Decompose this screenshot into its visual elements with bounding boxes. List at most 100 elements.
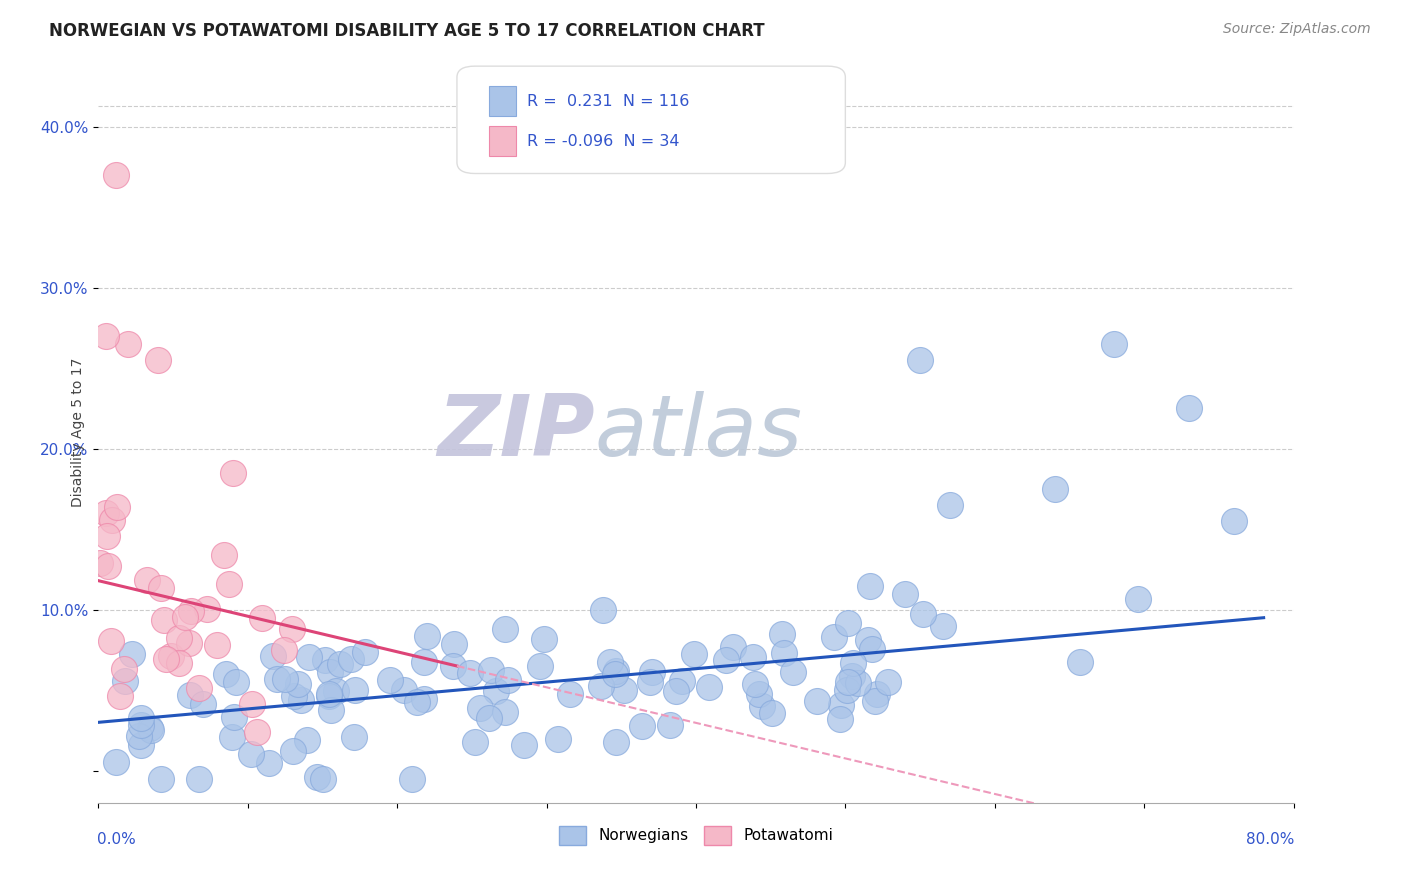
Point: [188, 772, 211, 786]
Point: [214, 548, 236, 562]
Point: [148, 353, 170, 368]
Point: [287, 677, 309, 691]
Point: [312, 772, 335, 786]
Point: [742, 649, 765, 664]
Point: [215, 667, 238, 681]
Point: [413, 655, 436, 669]
Point: [222, 466, 245, 480]
Point: [912, 607, 935, 622]
Point: [105, 168, 128, 182]
Point: [683, 647, 706, 661]
Point: [329, 657, 352, 672]
Point: [180, 604, 202, 618]
Point: [344, 682, 367, 697]
Point: [932, 619, 955, 633]
Point: [128, 729, 150, 743]
Point: [325, 683, 347, 698]
Point: [97, 559, 120, 574]
Point: [318, 687, 340, 701]
Point: [401, 772, 423, 786]
Point: [218, 577, 240, 591]
Point: [96, 529, 118, 543]
Point: [167, 656, 190, 670]
Point: [830, 698, 852, 712]
Point: [179, 689, 201, 703]
Point: [866, 687, 889, 701]
Y-axis label: Disability Age 5 to 17: Disability Age 5 to 17: [70, 358, 84, 508]
Point: [121, 647, 143, 661]
Point: [939, 498, 962, 512]
Point: [458, 666, 481, 681]
Point: [770, 627, 793, 641]
Point: [354, 645, 377, 659]
Point: [239, 747, 262, 761]
Point: [129, 710, 152, 724]
Point: [160, 648, 183, 663]
Point: [485, 684, 508, 698]
Point: [837, 674, 859, 689]
Point: [266, 672, 288, 686]
Point: [877, 675, 900, 690]
Point: [589, 679, 612, 693]
Point: [1128, 591, 1150, 606]
Point: [478, 710, 501, 724]
Text: Source: ZipAtlas.com: Source: ZipAtlas.com: [1223, 22, 1371, 37]
Text: R = -0.096  N = 34: R = -0.096 N = 34: [527, 134, 681, 149]
Point: [257, 756, 280, 770]
Point: [129, 718, 152, 732]
Point: [94, 506, 117, 520]
Point: [283, 689, 305, 703]
FancyBboxPatch shape: [457, 66, 845, 173]
Point: [314, 653, 336, 667]
Legend: Norwegians, Potawatomi: Norwegians, Potawatomi: [553, 820, 839, 851]
Point: [321, 703, 343, 717]
Point: [273, 642, 295, 657]
Point: [246, 725, 269, 739]
Text: 80.0%: 80.0%: [1246, 831, 1295, 847]
Point: [89, 556, 111, 570]
Point: [318, 689, 340, 703]
Point: [830, 712, 852, 726]
Text: ZIP: ZIP: [437, 391, 595, 475]
Point: [1069, 656, 1091, 670]
Text: atlas: atlas: [595, 391, 803, 475]
Point: [177, 636, 200, 650]
Point: [894, 587, 917, 601]
Point: [250, 611, 273, 625]
Point: [773, 646, 796, 660]
Bar: [489, 86, 516, 116]
Point: [671, 674, 693, 689]
Point: [281, 622, 304, 636]
Point: [721, 640, 744, 654]
Point: [290, 692, 312, 706]
Point: [108, 690, 131, 704]
Point: [298, 650, 321, 665]
Point: [1043, 482, 1066, 496]
Point: [149, 772, 172, 786]
Point: [603, 666, 626, 681]
Point: [641, 665, 664, 679]
Point: [281, 744, 304, 758]
Point: [699, 680, 721, 694]
Point: [842, 657, 865, 671]
Point: [112, 662, 135, 676]
Point: [859, 579, 882, 593]
Point: [205, 639, 228, 653]
Point: [658, 718, 681, 732]
Point: [856, 632, 879, 647]
Point: [188, 681, 211, 695]
Point: [908, 353, 931, 368]
Point: [533, 632, 555, 646]
Point: [1223, 514, 1246, 528]
Point: [150, 581, 173, 595]
Point: [167, 632, 190, 646]
Point: [412, 691, 434, 706]
Point: [139, 723, 162, 737]
Point: [751, 698, 773, 713]
Point: [841, 669, 863, 683]
Point: [860, 642, 883, 657]
Point: [380, 673, 402, 688]
Point: [761, 706, 783, 720]
Point: [307, 770, 329, 784]
Point: [806, 694, 828, 708]
